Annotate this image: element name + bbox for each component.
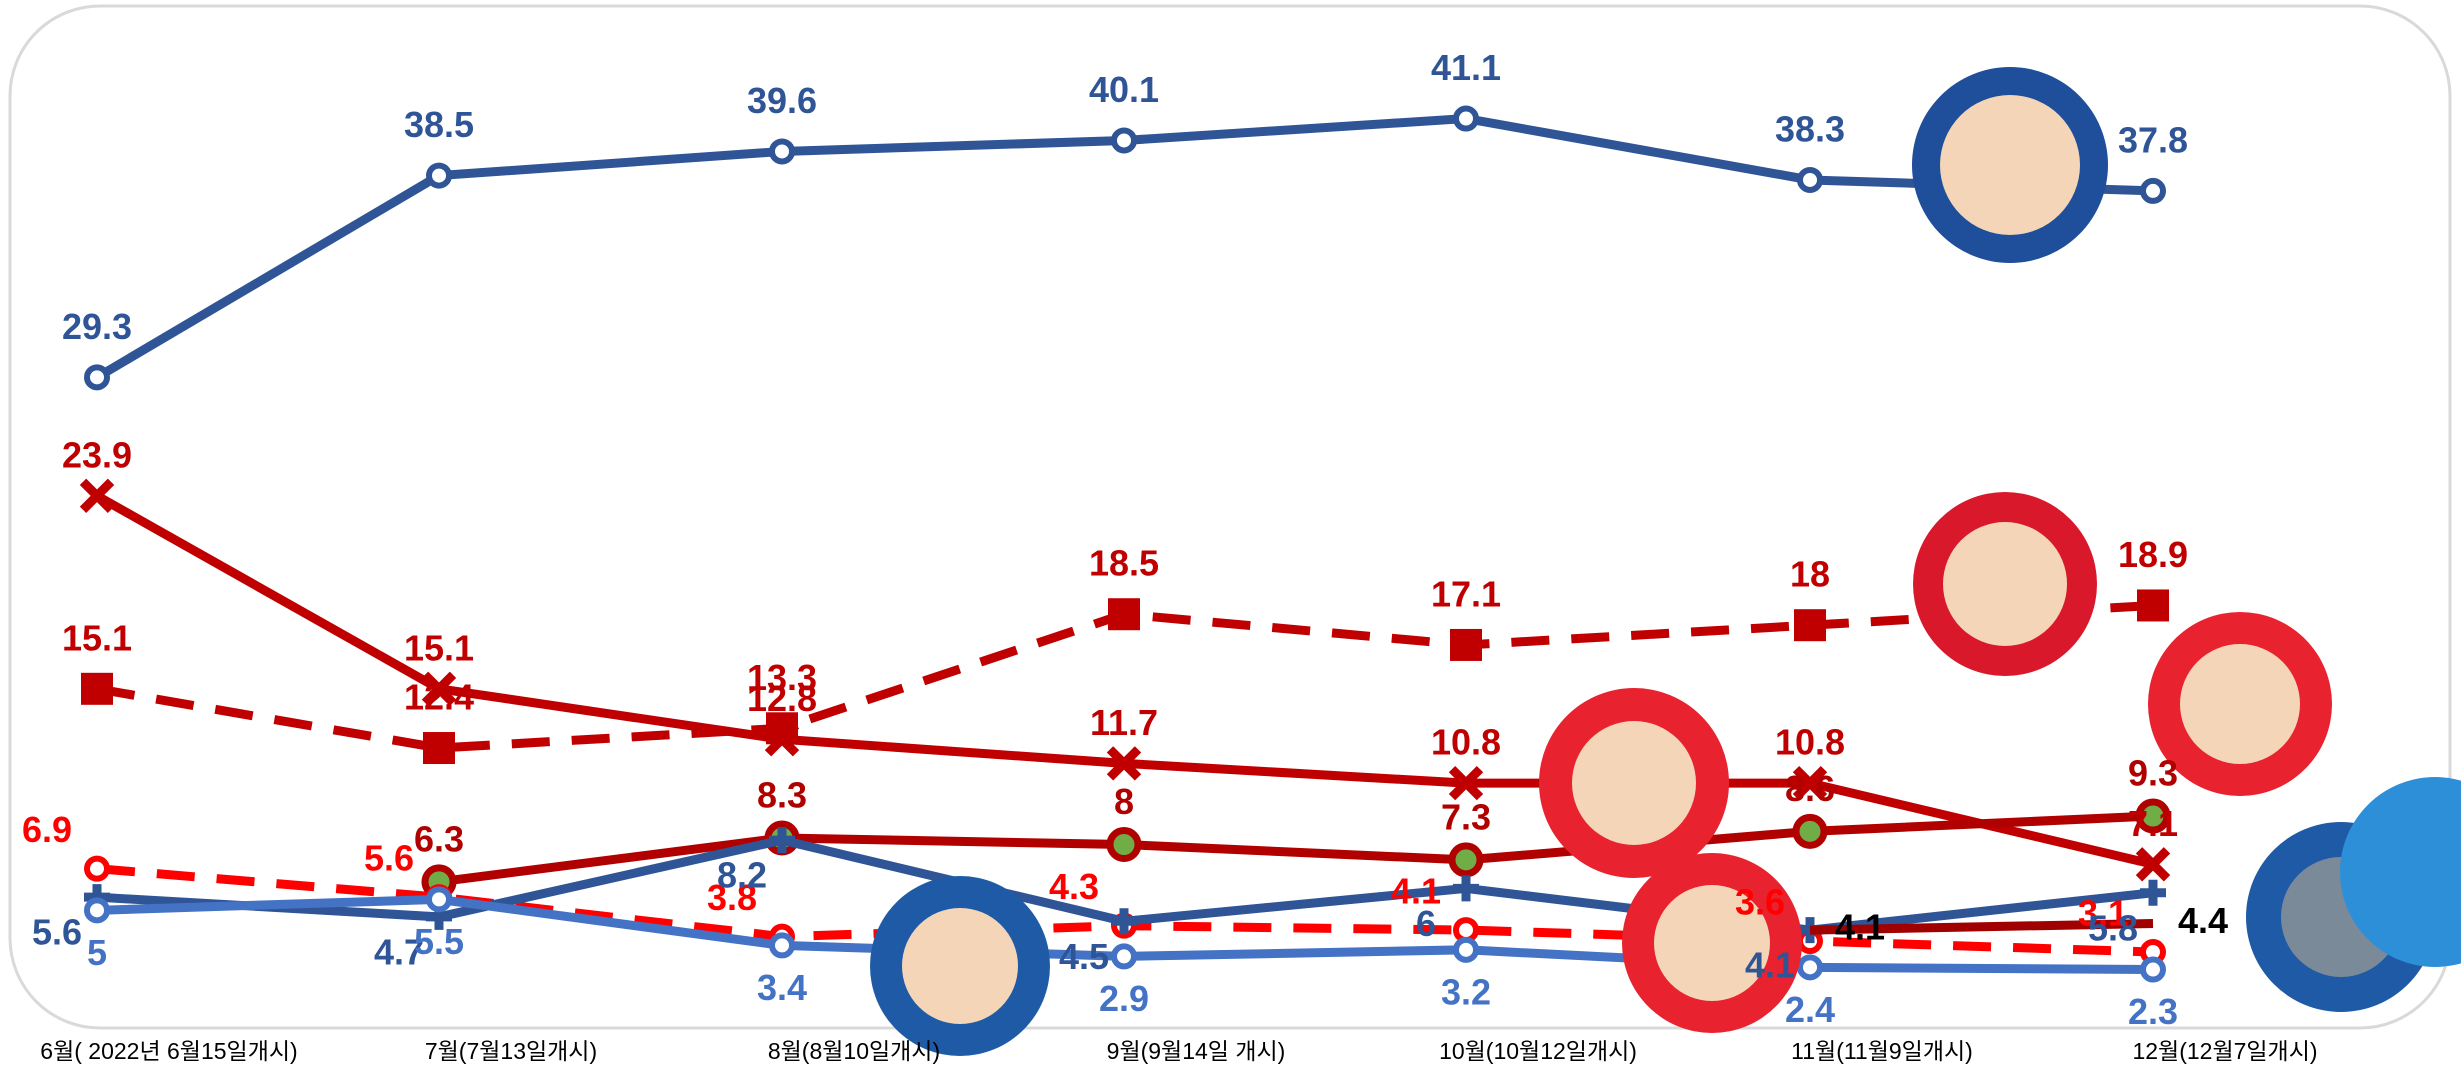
marker [429, 166, 449, 186]
chart: 6월( 2022년 6월15일개시) 7월(7월13일개시) 8월(8월10일개시)… [0, 0, 2461, 1071]
value-label: 37.8 [2118, 119, 2188, 160]
x-tick-label: 9월(9월14일 개시) [1107, 1038, 1286, 1064]
value-label: 2.3 [2128, 991, 2178, 1032]
x-tick-label: 12월(12월7일개시) [2132, 1038, 2317, 1064]
value-label: 29.3 [62, 306, 132, 347]
value-label: 9.3 [2128, 753, 2178, 794]
value-label: 5.6 [364, 838, 414, 879]
marker [1456, 940, 1476, 960]
value-label: 4.3 [1049, 866, 1099, 907]
marker [1456, 109, 1476, 129]
value-label: 2.4 [1785, 989, 1835, 1030]
value-label: 15.1 [404, 627, 474, 668]
value-label: 5 [87, 932, 107, 973]
value-label: 8.2 [717, 855, 767, 896]
value-label: 15.1 [62, 617, 132, 658]
portrait-face [2180, 644, 2300, 764]
marker [772, 935, 792, 955]
value-label: 18.5 [1089, 543, 1159, 584]
portrait-face [902, 908, 1018, 1024]
marker [2143, 181, 2163, 201]
value-label: 6.9 [22, 809, 72, 850]
marker [1800, 957, 1820, 977]
marker [1114, 130, 1134, 150]
marker [87, 900, 107, 920]
value-label: 18 [1790, 554, 1830, 595]
value-label: 4.1 [1745, 945, 1795, 986]
marker [1114, 946, 1134, 966]
value-label: 4.1 [1835, 907, 1885, 948]
marker [1450, 629, 1482, 661]
marker [1794, 609, 1826, 641]
marker [2143, 960, 2163, 980]
marker [2137, 589, 2169, 621]
value-label: 8.6 [1785, 768, 1835, 809]
value-label: 10.8 [1431, 722, 1501, 763]
value-label: 8 [1114, 781, 1134, 822]
value-label: 5.6 [32, 912, 82, 953]
value-label: 4.5 [1059, 936, 1109, 977]
x-tick-label: 6월( 2022년 6월15일개시) [40, 1038, 297, 1064]
value-label: 10.8 [1775, 722, 1845, 763]
value-label: 5.5 [414, 921, 464, 962]
marker [1796, 817, 1824, 845]
value-label: 39.6 [747, 80, 817, 121]
marker [772, 141, 792, 161]
marker [81, 673, 113, 705]
marker [1110, 831, 1138, 859]
value-label: 8.3 [757, 774, 807, 815]
x-tick-label: 10월(10월12일개시) [1439, 1038, 1637, 1064]
marker [1800, 170, 1820, 190]
value-label: 38.5 [404, 104, 474, 145]
value-label: 6 [1416, 903, 1436, 944]
value-label: 23.9 [62, 434, 132, 475]
marker [87, 367, 107, 387]
x-tick-label: 7월(7월13일개시) [425, 1038, 597, 1064]
value-label: 6.3 [414, 818, 464, 859]
value-label: 38.3 [1775, 108, 1845, 149]
value-label: 40.1 [1089, 69, 1159, 110]
value-label: 4.4 [2178, 900, 2228, 941]
marker [1108, 598, 1140, 630]
value-label: 3.2 [1441, 971, 1491, 1012]
marker [87, 859, 107, 879]
value-label: 7.1 [2128, 803, 2178, 844]
value-label: 3.6 [1735, 882, 1785, 923]
value-label: 17.1 [1431, 573, 1501, 614]
portrait-face [1940, 95, 2080, 235]
x-tick-label: 8월(8월10일개시) [768, 1038, 940, 1064]
value-label: 12.4 [404, 677, 474, 718]
value-label: 13.3 [747, 657, 817, 698]
x-tick-label: 11월(11월9일개시) [1791, 1038, 1973, 1064]
marker [1452, 846, 1480, 874]
portrait-face [1943, 522, 2067, 646]
value-label: 5.8 [2088, 907, 2138, 948]
marker [429, 889, 449, 909]
value-label: 18.9 [2118, 534, 2188, 575]
portrait-face [1572, 721, 1696, 845]
value-label: 11.7 [1090, 702, 1158, 743]
marker [423, 732, 455, 764]
value-label: 7.3 [1441, 796, 1491, 837]
value-label: 3.4 [757, 967, 807, 1008]
value-label: 2.9 [1099, 978, 1149, 1019]
value-label: 41.1 [1431, 47, 1501, 88]
